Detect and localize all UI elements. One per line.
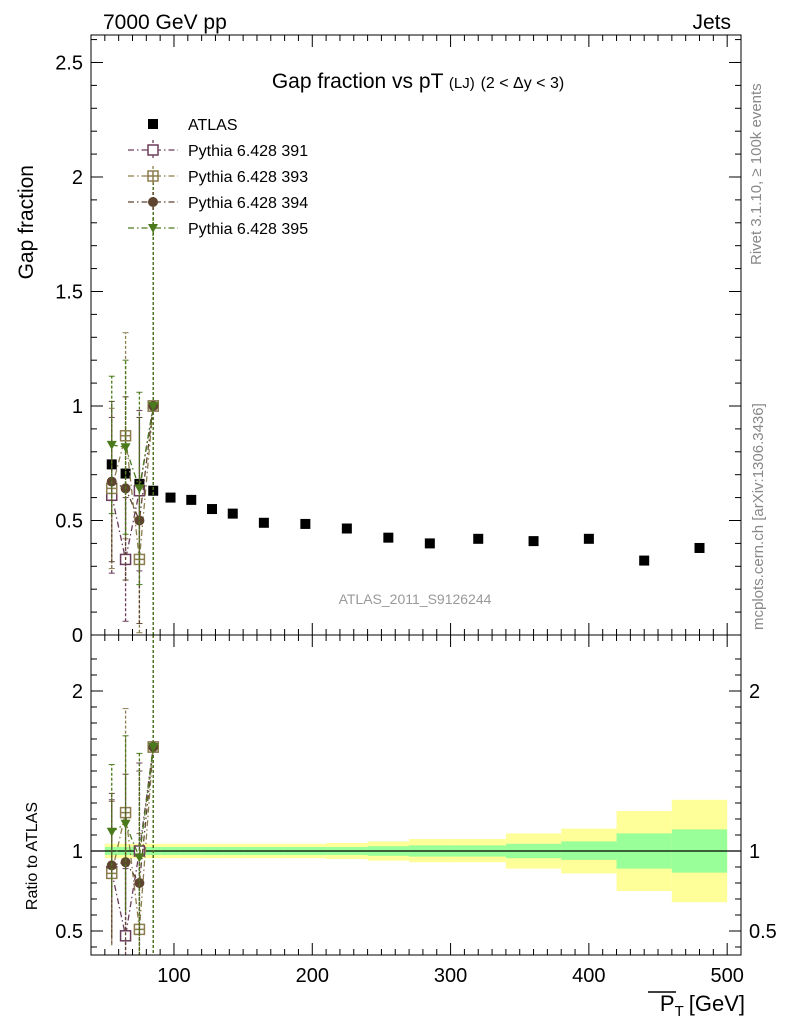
ratio-xtick-label: 100 bbox=[157, 965, 190, 987]
ratio-point bbox=[148, 743, 159, 752]
main-point bbox=[106, 440, 117, 450]
main-point bbox=[207, 504, 218, 515]
main-series-4 bbox=[106, 176, 159, 635]
ratio-xtick-label: 200 bbox=[296, 965, 329, 987]
analysis-tag: ATLAS_2011_S9126244 bbox=[339, 591, 492, 607]
header-jets-label: Jets bbox=[692, 11, 731, 34]
ratio-xtick-label: 500 bbox=[710, 965, 743, 987]
ratio-uncertainty-bands bbox=[91, 799, 741, 903]
ratio-frame bbox=[90, 634, 742, 956]
title-range: (2 < Δy < 3) bbox=[481, 75, 565, 92]
legend-label: Pythia 6.428 395 bbox=[188, 221, 308, 238]
main-ytick-label: 2 bbox=[72, 167, 83, 189]
main-series-line bbox=[111, 405, 154, 523]
legend-marker-cross bbox=[148, 171, 158, 181]
main-point bbox=[424, 538, 435, 549]
ratio-point bbox=[106, 827, 117, 837]
ratio-ytick-label-right: 0.5 bbox=[749, 921, 777, 943]
main-axis-ticks: 0 0.5 1 1.5 2 2.5 bbox=[55, 35, 741, 647]
main-point bbox=[694, 542, 705, 553]
main-point bbox=[258, 517, 269, 528]
main-point bbox=[383, 532, 394, 543]
ratio-series-line bbox=[111, 746, 154, 885]
xlabel-unit: [GeV] bbox=[689, 991, 745, 1016]
legend-label: Pythia 6.428 393 bbox=[188, 169, 308, 186]
ratio-point bbox=[120, 857, 131, 868]
ratio-ytick-label-left: 0.5 bbox=[55, 921, 83, 943]
legend-marker bbox=[148, 197, 158, 207]
ratio-axis-ticks: 0.5 0.5 1 1 2 2 100 200 300 400 500 bbox=[55, 635, 777, 987]
main-ylabel: Gap fraction bbox=[15, 165, 38, 279]
main-data-points bbox=[105, 176, 705, 635]
ratio-data-points bbox=[105, 635, 159, 955]
legend-marker bbox=[148, 224, 158, 233]
main-point bbox=[134, 515, 145, 526]
ratio-ytick-label-right: 2 bbox=[749, 681, 760, 703]
main-panel: 0 0.5 1 1.5 2 2.5 Gap fraction Gap fraction v… bbox=[15, 34, 742, 647]
main-point bbox=[227, 508, 238, 519]
mcplots-label: mcplots.cern.ch [arXiv:1306.3436] bbox=[750, 403, 767, 630]
ratio-panel: 0.5 0.5 1 1 2 2 100 200 300 400 500 Ratio to ATLAS… bbox=[24, 634, 777, 1020]
main-point bbox=[186, 494, 197, 505]
ratio-series-line bbox=[111, 746, 154, 860]
main-ytick-label: 0.5 bbox=[55, 510, 83, 532]
main-series-line bbox=[111, 405, 154, 489]
main-point bbox=[148, 401, 159, 411]
main-point bbox=[583, 533, 594, 544]
ratio-ytick-label-right: 1 bbox=[749, 841, 760, 863]
ratio-ytick-label-left: 1 bbox=[72, 841, 83, 863]
title-sub: (LJ) bbox=[449, 75, 475, 92]
ratio-point bbox=[119, 930, 132, 942]
main-point bbox=[473, 533, 484, 544]
ratio-point bbox=[120, 819, 131, 829]
ratio-series-line bbox=[111, 746, 154, 936]
xlabel-main: P bbox=[660, 991, 675, 1016]
legend-marker bbox=[148, 119, 158, 129]
main-point bbox=[341, 523, 352, 534]
main-series-line bbox=[111, 405, 154, 560]
main-point bbox=[120, 443, 131, 453]
main-point bbox=[165, 492, 176, 503]
ratio-series-line bbox=[111, 746, 154, 930]
ratio-point bbox=[134, 878, 145, 888]
ratio-series-group bbox=[105, 635, 159, 955]
main-series-group bbox=[105, 176, 705, 635]
main-ytick-label: 0 bbox=[72, 625, 83, 647]
ratio-ylabel: Ratio to ATLAS bbox=[24, 802, 41, 910]
main-title: Gap fraction vs pT (LJ) (2 < Δy < 3) bbox=[272, 70, 564, 93]
ratio-xtick-label: 300 bbox=[434, 965, 467, 987]
ratio-point bbox=[134, 853, 145, 863]
header-energy-label: 7000 GeV pp bbox=[103, 11, 227, 34]
title-main: Gap fraction vs pT bbox=[272, 70, 444, 93]
main-series-line bbox=[111, 405, 154, 560]
main-ytick-label: 1 bbox=[72, 396, 83, 418]
legend-marker bbox=[147, 144, 159, 156]
main-series-0 bbox=[106, 459, 705, 566]
main-point bbox=[134, 484, 145, 494]
legend-label: ATLAS bbox=[188, 117, 238, 134]
x-axis-label: PT [GeV] bbox=[660, 991, 745, 1020]
main-point bbox=[300, 518, 311, 529]
ratio-ytick-label-left: 2 bbox=[72, 681, 83, 703]
legend: ATLAS Pythia 6.428 391 Pythia 6.428 393 Pyt… bbox=[128, 117, 308, 238]
rivet-version-label: Rivet 3.1.10, ≥ 100k events bbox=[748, 83, 765, 265]
main-point bbox=[528, 536, 539, 547]
xlabel-sub: T bbox=[675, 1003, 684, 1020]
legend-label: Pythia 6.428 391 bbox=[188, 143, 308, 160]
ratio-xtick-label: 400 bbox=[572, 965, 605, 987]
main-ytick-label: 2.5 bbox=[55, 52, 83, 74]
ratio-series-3 bbox=[106, 635, 159, 955]
main-point bbox=[148, 485, 159, 496]
main-ytick-label: 1.5 bbox=[55, 281, 83, 303]
legend-label: Pythia 6.428 394 bbox=[188, 195, 308, 212]
main-point bbox=[639, 555, 650, 566]
